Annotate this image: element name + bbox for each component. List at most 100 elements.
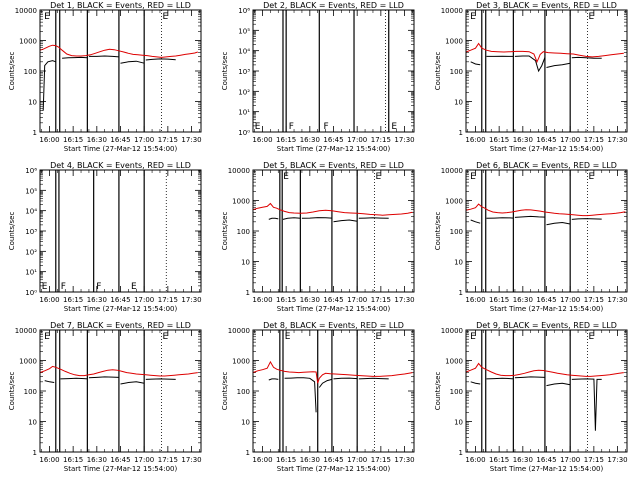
series-events [358,217,389,219]
series-events [301,217,332,219]
y-tick-label: 1000 [445,38,463,46]
y-tick-label: 10⁰ [238,129,250,137]
y-tick-label: 1 [246,449,250,457]
y-tick-label: 10 [28,99,37,107]
x-tick-label: 16:00 [465,136,485,144]
series-events [60,377,88,380]
panel-title: Det 3, BLACK = Events, RED = LLD [476,1,617,10]
marker-letter: E [470,12,476,22]
panel-det-3: Det 3, BLACK = Events, RED = LLD 1 10 100 10… [434,1,628,153]
series-events [571,218,602,220]
x-tick-label: 16:15 [489,136,509,144]
x-axis-label: Start Time (27-Mar-12 15:54:00) [64,465,178,473]
x-tick-label: 16:30 [87,136,107,144]
y-tick-label: 10 [454,99,463,107]
plot-frame [465,329,628,453]
marker-letter: E [589,172,595,182]
x-tick-label: 17:30 [607,456,627,464]
series-events [282,217,301,220]
x-tick-label: 17:00 [560,296,580,304]
y-tick-label: 1000 [445,358,463,366]
x-axis-label: Start Time (27-Mar-12 15:54:00) [490,465,604,473]
y-tick-label: 10000 [441,327,463,335]
series-lld [465,362,624,377]
x-tick-label: 16:45 [323,296,343,304]
series-events [145,58,176,61]
y-tick-label: 10000 [441,7,463,15]
series-events [546,62,571,68]
x-tick-label: 17:00 [134,136,154,144]
x-tick-label: 17:00 [560,456,580,464]
series-lld [252,360,413,384]
series-events [470,381,481,385]
x-tick-label: 16:00 [465,456,485,464]
x-tick-label: 17:00 [347,296,367,304]
series-events [571,56,602,59]
x-axis-label: Start Time (27-Mar-12 15:54:00) [64,145,178,153]
x-tick-label: 16:15 [489,456,509,464]
marker-letter: E [255,122,261,132]
x-tick-label: 16:30 [513,296,533,304]
y-tick-label: 10000 [15,7,37,15]
series-events [284,377,317,413]
y-tick-label: 1000 [19,38,37,46]
x-tick-label: 16:00 [39,136,59,144]
y-axis-label: Counts/sec [8,372,16,411]
x-tick-label: 17:00 [347,456,367,464]
y-tick-label: 10¹ [238,109,250,117]
x-tick-label: 17:30 [394,456,414,464]
y-tick-label: 10 [241,419,250,427]
marker-letter: E [589,332,595,342]
panel-det-4: Det 4, BLACK = Events, RED = LLD 10⁰ 10¹ 10… [8,161,202,313]
y-axis-label: Counts/sec [434,52,442,91]
series-events [88,55,119,58]
y-tick-label: 10⁰ [25,289,37,297]
y-tick-label: 10 [454,419,463,427]
series-lld [465,203,626,217]
panel-title: Det 9, BLACK = Events, RED = LLD [476,321,617,330]
y-tick-label: 100 [24,68,37,76]
x-tick-label: 17:15 [158,456,178,464]
panel-title: Det 4, BLACK = Events, RED = LLD [50,161,191,170]
y-tick-label: 10 [454,259,463,267]
series-events [546,382,571,387]
panel-det-2: Det 2, BLACK = Events, RED = LLD 10⁰ 10¹ 10… [221,1,415,153]
y-tick-label: 1 [246,289,250,297]
panel-det-7: Det 7, BLACK = Events, RED = LLD 1 10 100 10… [8,321,202,473]
x-tick-label: 17:15 [371,456,391,464]
series-events [62,56,88,59]
series-events [333,219,358,223]
y-axis-label: Counts/sec [434,372,442,411]
x-tick-label: 16:45 [323,136,343,144]
marker-letter: E [42,282,48,292]
y-axis-label: Counts/sec [221,212,229,251]
marker-letter: E [285,332,291,342]
y-tick-label: 10⁶ [238,7,250,15]
x-tick-label: 16:15 [276,136,296,144]
y-tick-label: 100 [24,388,37,396]
x-tick-label: 16:45 [110,136,130,144]
marker-letter: E [131,282,137,292]
series-events [145,378,176,380]
y-tick-label: 10000 [228,167,250,175]
x-tick-label: 16:00 [252,296,272,304]
x-tick-label: 17:15 [158,296,178,304]
series-events [546,221,571,226]
x-tick-label: 17:00 [347,136,367,144]
x-tick-label: 16:30 [513,456,533,464]
marker-letter: E [283,172,289,182]
series-events [268,378,279,381]
y-tick-label: 10⁵ [25,187,37,195]
series-lld [39,365,198,377]
x-tick-label: 17:30 [394,296,414,304]
x-tick-label: 16:15 [276,456,296,464]
series-lld [465,42,624,64]
y-tick-label: 1 [459,289,463,297]
plot-frame [252,329,415,453]
marker-letter: F [96,282,101,292]
x-tick-label: 16:30 [300,136,320,144]
y-tick-label: 10³ [25,228,37,236]
x-tick-label: 16:15 [63,136,83,144]
panel-title: Det 8, BLACK = Events, RED = LLD [263,321,404,330]
x-tick-label: 16:15 [63,456,83,464]
